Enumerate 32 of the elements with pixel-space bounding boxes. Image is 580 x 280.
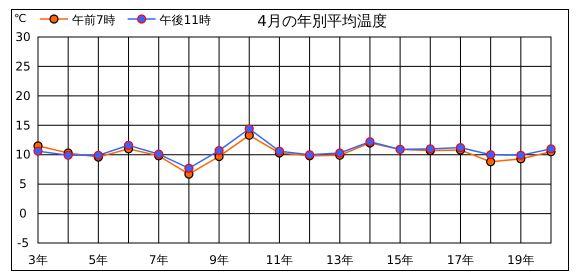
legend-label: 午後11時 [160, 13, 211, 27]
x-tick-label: 9年 [209, 253, 229, 267]
chart-title: 4月の年別平均温度 [257, 12, 387, 30]
y-tick-label: 30 [15, 30, 31, 44]
point [214, 146, 224, 156]
point [244, 124, 254, 134]
y-axis-title: ℃ [14, 12, 26, 25]
y-tick-label: -5 [17, 236, 29, 250]
point [456, 143, 466, 152]
y-tick-label: 10 [15, 148, 31, 162]
point [124, 140, 134, 150]
point [184, 164, 194, 173]
legend-label: 午前7時 [72, 13, 116, 27]
x-tick-label: 15年 [386, 253, 414, 267]
x-tick-label: 13年 [326, 253, 354, 267]
x-tick-label: 19年 [507, 253, 534, 267]
point [335, 148, 344, 158]
point [486, 150, 496, 160]
y-tick-label: 25 [15, 59, 31, 74]
y-tick-label: 20 [15, 88, 31, 103]
x-tick-label: 5年 [88, 253, 108, 267]
point [33, 146, 43, 156]
point [516, 150, 526, 160]
y-tick-label: 15 [15, 118, 31, 132]
y-tick-label: 5 [19, 177, 27, 192]
x-tick-label: 11年 [266, 253, 294, 267]
y-tick-label: 0 [19, 206, 27, 221]
x-tick-label: 17年 [446, 253, 474, 267]
x-tick-label: 7年 [148, 253, 169, 267]
point [546, 144, 556, 154]
x-tick-label: 3年 [28, 253, 48, 267]
point [64, 150, 73, 160]
